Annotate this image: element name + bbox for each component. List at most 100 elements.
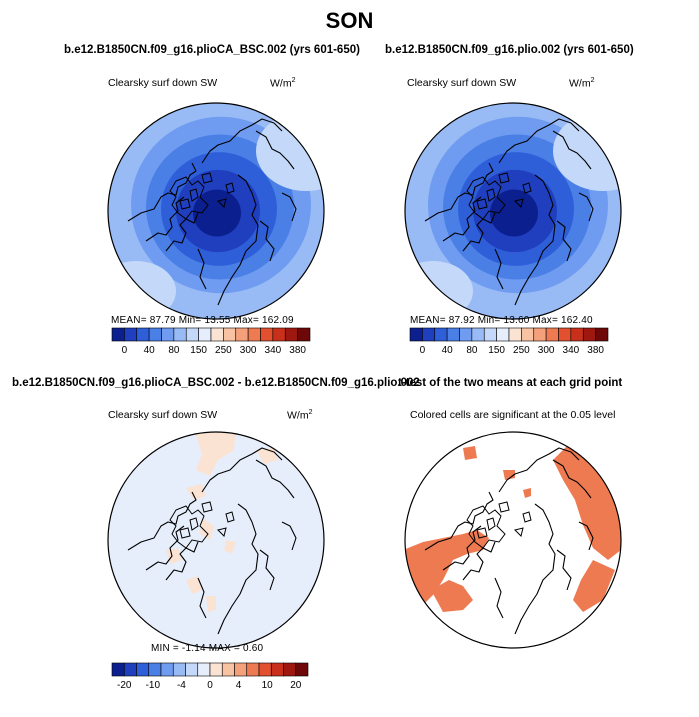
colorbar-swatch [210, 327, 224, 342]
panel-2-units: W/m2 [569, 77, 595, 90]
positive-anomaly-region [194, 432, 236, 476]
colorbar-swatch [558, 327, 572, 342]
coastline [217, 527, 227, 537]
coastline [255, 459, 295, 499]
coastline [255, 130, 295, 170]
coastline [466, 505, 506, 549]
colorbar-swatch [258, 662, 272, 677]
positive-anomaly-region [186, 576, 202, 594]
coastline [201, 172, 213, 184]
panel-4-polar-map [404, 431, 622, 649]
colorbar-swatch [295, 662, 309, 677]
colorbar-swatch [161, 327, 175, 342]
panel-2-stats: MEAN= 87.92 Min= 13.60 Max= 162.40 [410, 315, 593, 326]
coastline [476, 198, 488, 210]
coastline [217, 174, 259, 306]
coastline [165, 541, 199, 581]
coastline [494, 577, 504, 619]
coastline [498, 172, 510, 184]
panel-2-colorbar [409, 327, 609, 342]
panel-2-title: b.e12.B1850CN.f09_g16.plio.002 (yrs 601-… [385, 44, 634, 56]
coastline [165, 212, 199, 252]
coastline [556, 220, 572, 262]
colorbar-tick-label: 40 [441, 345, 453, 356]
colorbar-swatch [136, 327, 150, 342]
map-border [404, 102, 622, 320]
figure-title: SON [325, 8, 374, 33]
colorbar-swatch [446, 327, 460, 342]
coastline [145, 196, 185, 242]
panel-1-polar-map [107, 102, 325, 320]
colorbar-tick-label: 0 [207, 680, 213, 691]
colorbar-swatch [123, 662, 137, 677]
colorbar-swatch [209, 662, 223, 677]
colorbar-tick-label: 380 [289, 345, 306, 356]
panel-2-polar-map [404, 102, 622, 320]
panel-1-stats: MEAN= 87.79 Min= 13.55 Max= 162.09 [111, 315, 294, 326]
coastline [494, 248, 504, 290]
coastline [552, 130, 592, 170]
coastline [522, 511, 532, 523]
significant-region [463, 446, 477, 460]
coastline [217, 198, 227, 208]
colorbar-swatch [111, 327, 125, 342]
colorbar-swatch [533, 327, 547, 342]
colorbar-swatch [111, 662, 125, 677]
colorbar-swatch [270, 662, 284, 677]
colorbar-swatch [409, 327, 423, 342]
contour-band [193, 189, 241, 237]
colorbar-tick-label: 300 [239, 345, 257, 356]
colorbar-swatch [260, 327, 274, 342]
colorbar-tick-label: 150 [488, 345, 505, 356]
colorbar-tick-label: 80 [168, 345, 180, 356]
positive-anomaly-region [200, 518, 214, 540]
coastline [462, 541, 496, 581]
colorbar-tick-label: 250 [513, 345, 530, 356]
positive-anomaly-region [206, 596, 216, 612]
coastline [189, 517, 199, 531]
colorbar-swatch [582, 327, 596, 342]
colorbar-swatch [173, 327, 187, 342]
coastline [424, 162, 494, 222]
colorbar-swatch [595, 327, 609, 342]
colorbar-swatch [197, 662, 211, 677]
colorbar-tick-label: 340 [264, 345, 282, 356]
positive-anomaly-region [166, 548, 182, 564]
coastline [217, 503, 259, 635]
coastline [225, 182, 235, 194]
panel-3-colorbar [111, 662, 309, 677]
colorbar-tick-label: -20 [117, 680, 132, 691]
coastline [201, 447, 283, 493]
positive-anomaly-region [224, 540, 236, 554]
colorbar-swatch [272, 327, 286, 342]
panel-3-variable-label: Clearsky surf down SW [108, 409, 218, 421]
map-background [108, 432, 324, 648]
colorbar-swatch [247, 327, 261, 342]
colorbar-swatch [223, 327, 237, 342]
colorbar-tick-label: 40 [143, 345, 155, 356]
coastline [197, 577, 207, 619]
coastline [179, 527, 191, 539]
map-border [107, 102, 325, 320]
coastline [486, 188, 496, 202]
map-fill-group [405, 432, 621, 648]
colorbar-swatch [570, 327, 584, 342]
panel-1-title: b.e12.B1850CN.f09_g16.plioCA_BSC.002 (yr… [64, 44, 360, 56]
coastline [476, 527, 488, 539]
colorbar-swatch [496, 327, 510, 342]
panel-3-title: b.e12.B1850CN.f09_g16.plioCA_BSC.002 - b… [12, 377, 420, 389]
colorbar-tick-label: 340 [562, 345, 580, 356]
coastline [498, 447, 580, 493]
coastline [578, 521, 594, 551]
coastline [522, 182, 532, 194]
colorbar-tick-label: 80 [466, 345, 478, 356]
coastline [424, 491, 494, 551]
coastline [179, 198, 191, 210]
coastline [514, 503, 556, 635]
colorbar-swatch [471, 327, 485, 342]
coastline [514, 527, 524, 537]
panel-3-polar-map [107, 431, 325, 649]
colorbar-tick-label: -10 [145, 680, 161, 691]
colorbar-swatch [148, 662, 162, 677]
panel-4-subtitle: Colored cells are significant at the 0.0… [410, 409, 616, 421]
